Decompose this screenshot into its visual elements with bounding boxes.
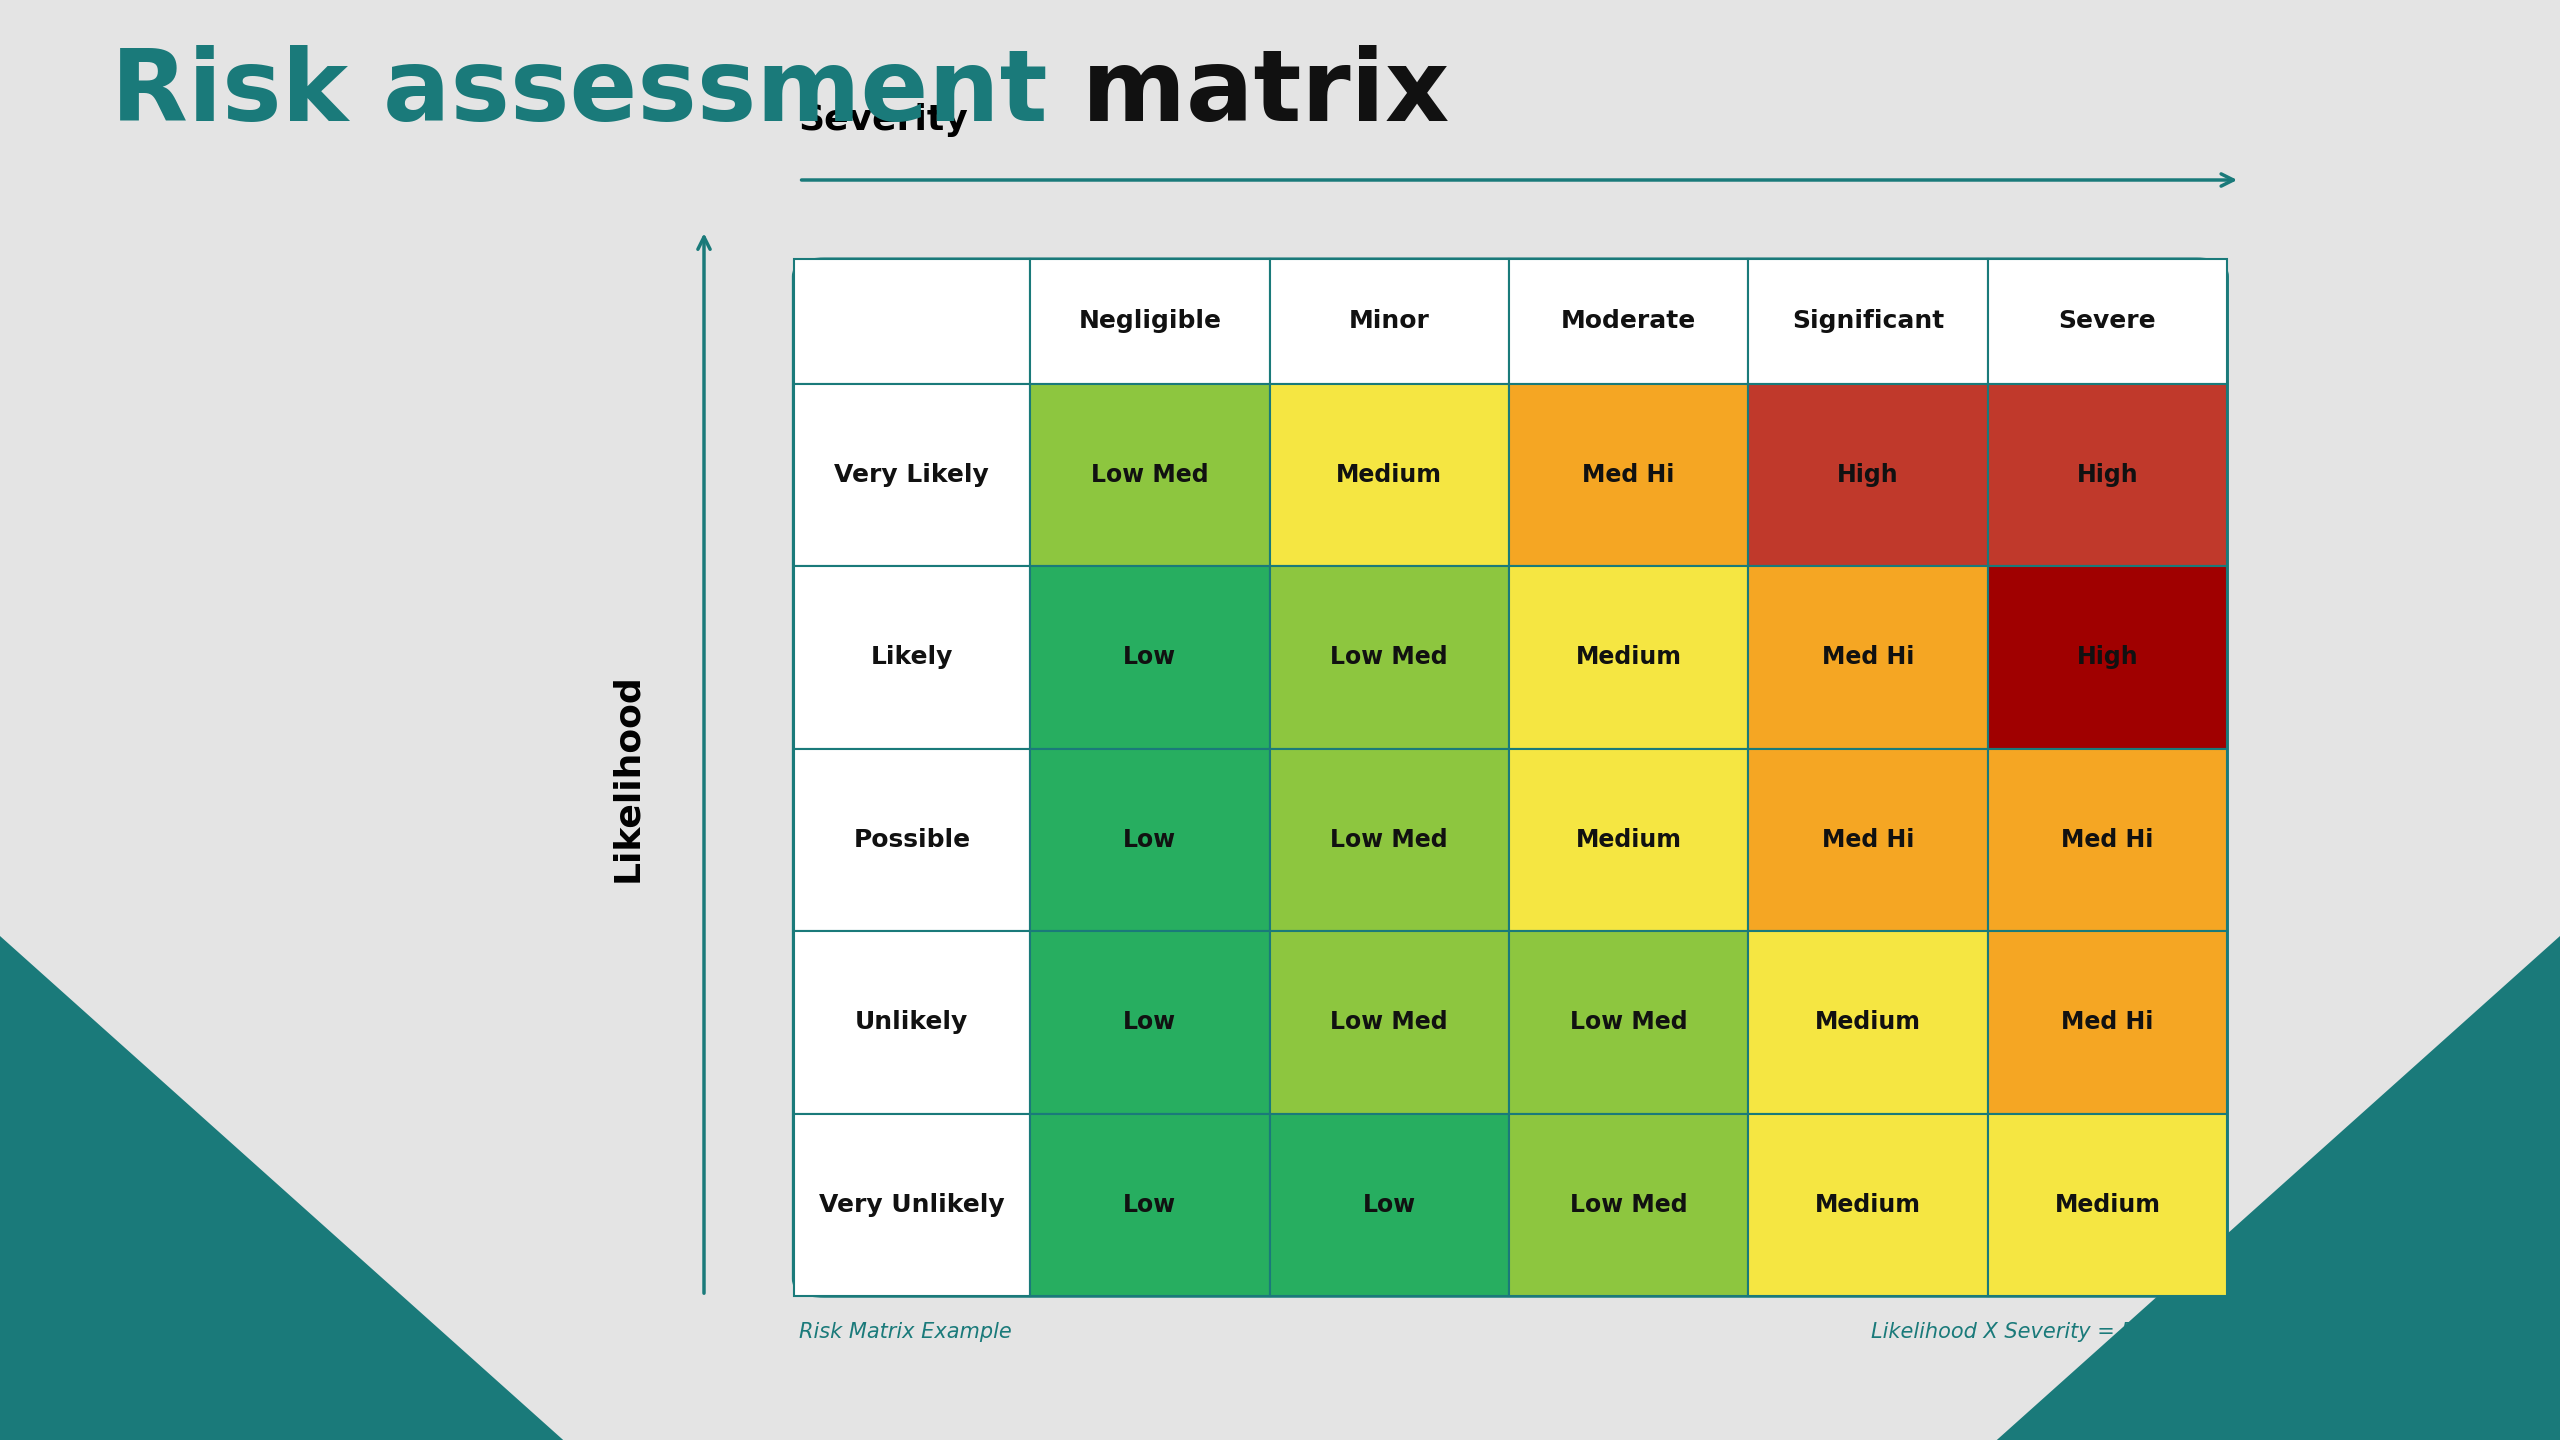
Bar [1987, 383, 2227, 566]
Bar [1748, 383, 1987, 566]
Text: Med Hi: Med Hi [1582, 462, 1674, 487]
Text: Low: Low [1362, 1192, 1416, 1217]
Bar [1270, 259, 1508, 383]
Text: Possible: Possible [852, 828, 970, 852]
Text: Low Med: Low Med [1331, 828, 1449, 852]
Text: Risk assessment matrix: Risk assessment matrix [612, 45, 1948, 143]
Text: Risk Matrix Example: Risk Matrix Example [799, 1322, 1011, 1342]
Bar [1748, 1113, 1987, 1296]
Bar [794, 932, 1029, 1113]
Text: Very Likely: Very Likely [835, 462, 988, 487]
Bar [1748, 566, 1987, 749]
Bar [1270, 932, 1508, 1113]
Bar [1270, 749, 1508, 932]
Bar [1029, 749, 1270, 932]
Text: Low Med: Low Med [1331, 645, 1449, 670]
Bar [1508, 932, 1748, 1113]
Text: Likely: Likely [870, 645, 952, 670]
Text: Medium: Medium [1574, 645, 1682, 670]
Bar [1748, 932, 1987, 1113]
Bar [794, 749, 1029, 932]
Text: Medium: Medium [2056, 1192, 2161, 1217]
Text: Likelihood: Likelihood [609, 674, 645, 881]
Polygon shape [0, 936, 563, 1440]
Text: Low: Low [1124, 1192, 1178, 1217]
Bar [1987, 1113, 2227, 1296]
Text: Low: Low [1124, 1011, 1178, 1034]
Text: Low Med: Low Med [1569, 1011, 1687, 1034]
Text: matrix: matrix [1047, 45, 1449, 143]
Text: Low Med: Low Med [1091, 462, 1208, 487]
Text: Med Hi: Med Hi [1823, 645, 1915, 670]
Text: Unlikely: Unlikely [855, 1011, 968, 1034]
Bar [1270, 1113, 1508, 1296]
Bar [1029, 1113, 1270, 1296]
Text: High: High [2076, 645, 2138, 670]
Text: Minor: Minor [1349, 310, 1428, 334]
Text: Low Med: Low Med [1569, 1192, 1687, 1217]
Bar [794, 566, 1029, 749]
Bar [1508, 566, 1748, 749]
Text: Moderate: Moderate [1562, 310, 1697, 334]
Bar [1029, 932, 1270, 1113]
Bar [794, 1113, 1029, 1296]
Bar [1987, 259, 2227, 383]
Text: Significant: Significant [1792, 310, 1943, 334]
Bar [1270, 566, 1508, 749]
Text: Medium: Medium [1815, 1192, 1920, 1217]
Polygon shape [1997, 936, 2560, 1440]
Text: Med Hi: Med Hi [2061, 828, 2153, 852]
Text: Medium: Medium [1336, 462, 1441, 487]
FancyBboxPatch shape [794, 259, 2227, 1296]
Bar [1508, 749, 1748, 932]
Text: Low Med: Low Med [1331, 1011, 1449, 1034]
Text: Medium: Medium [1574, 828, 1682, 852]
Bar [794, 259, 1029, 383]
Text: Likelihood X Severity = Risk Level: Likelihood X Severity = Risk Level [1871, 1322, 2227, 1342]
Bar [1987, 749, 2227, 932]
Bar [1748, 749, 1987, 932]
Bar [1987, 932, 2227, 1113]
Bar [1029, 566, 1270, 749]
Text: High: High [1838, 462, 1900, 487]
Text: Med Hi: Med Hi [2061, 1011, 2153, 1034]
Bar [1029, 259, 1270, 383]
Bar [1987, 566, 2227, 749]
Bar [794, 383, 1029, 566]
Text: Low: Low [1124, 828, 1178, 852]
Bar [1748, 259, 1987, 383]
Bar [1508, 1113, 1748, 1296]
Text: Low: Low [1124, 645, 1178, 670]
Bar [1508, 383, 1748, 566]
Text: High: High [2076, 462, 2138, 487]
Text: Risk assessment: Risk assessment [110, 45, 1047, 143]
Text: Severity: Severity [799, 102, 968, 137]
Text: Very Unlikely: Very Unlikely [819, 1192, 1004, 1217]
Text: Severe: Severe [2058, 310, 2156, 334]
Bar [1270, 383, 1508, 566]
Text: Medium: Medium [1815, 1011, 1920, 1034]
Bar [1508, 259, 1748, 383]
Bar [1029, 383, 1270, 566]
Text: Med Hi: Med Hi [1823, 828, 1915, 852]
Text: Negligible: Negligible [1078, 310, 1221, 334]
